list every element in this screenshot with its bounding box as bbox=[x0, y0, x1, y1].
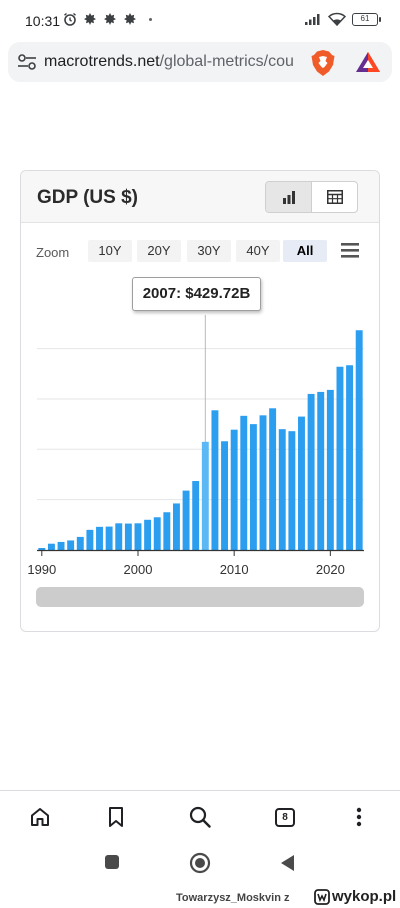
bar-2005[interactable] bbox=[182, 490, 190, 550]
status-notifications bbox=[63, 12, 152, 26]
bar-2022[interactable] bbox=[346, 365, 354, 550]
table-view-button[interactable] bbox=[312, 182, 357, 212]
x-tick-label: 2010 bbox=[220, 562, 249, 577]
view-toggle bbox=[265, 181, 358, 213]
bar-2016[interactable] bbox=[288, 431, 296, 550]
bar-2000[interactable] bbox=[134, 523, 142, 550]
bar-2011[interactable] bbox=[240, 415, 248, 550]
status-system-icons: 61 bbox=[304, 12, 381, 26]
brave-shields-icon[interactable] bbox=[310, 49, 336, 77]
wykop-logo-icon bbox=[314, 888, 330, 905]
wykop-logo: wykop.pl bbox=[314, 888, 396, 905]
bar-2004[interactable] bbox=[172, 503, 180, 550]
chart-title: GDP (US $) bbox=[37, 187, 139, 208]
bar-2007[interactable] bbox=[201, 441, 209, 550]
bar-2017[interactable] bbox=[298, 416, 305, 550]
url-path: /global-metrics/cou bbox=[159, 53, 294, 70]
site-settings-icon[interactable] bbox=[17, 53, 37, 71]
bar-2003[interactable] bbox=[163, 512, 171, 550]
brave-rewards-icon[interactable] bbox=[355, 51, 381, 73]
system-navigation-bar bbox=[0, 842, 400, 886]
watermark-username: Towarzysz_Moskvin z bbox=[176, 892, 290, 904]
bar-2001[interactable] bbox=[144, 519, 152, 550]
notification-icon bbox=[104, 13, 116, 25]
zoom-all-button[interactable]: All bbox=[283, 240, 327, 262]
bar-2020[interactable] bbox=[326, 389, 334, 550]
tabs-icon: 8 bbox=[275, 807, 295, 827]
bookmark-icon bbox=[109, 807, 123, 827]
notification-icon bbox=[84, 13, 96, 25]
watermark-site: wykop.pl bbox=[332, 888, 397, 905]
zoom-label: Zoom bbox=[36, 245, 70, 260]
x-tick-label: 2000 bbox=[124, 562, 153, 577]
more-icon bbox=[356, 807, 362, 827]
home-icon bbox=[31, 808, 49, 826]
status-bar: 10:31 61 bbox=[0, 0, 400, 40]
address-bar[interactable]: macrotrends.net/global-metrics/cou bbox=[8, 42, 392, 82]
bar-chart-icon bbox=[282, 191, 295, 204]
watermark: Towarzysz_Moskvin z wykop.pl bbox=[0, 886, 400, 908]
bar-1998[interactable] bbox=[115, 523, 123, 550]
recents-icon[interactable] bbox=[104, 854, 120, 870]
bar-2012[interactable] bbox=[249, 424, 257, 550]
bar-2023[interactable] bbox=[355, 330, 363, 550]
bar-2019[interactable] bbox=[317, 391, 325, 550]
notification-icon bbox=[124, 13, 136, 25]
bar-2006[interactable] bbox=[192, 481, 200, 550]
tabs-button[interactable]: 8 bbox=[273, 805, 297, 829]
alarm-icon bbox=[64, 12, 76, 26]
bar-1990[interactable] bbox=[38, 547, 46, 550]
status-time: 10:31 bbox=[25, 13, 61, 29]
gdp-bar-chart[interactable]: 1990 2000 2010 2020 bbox=[21, 271, 379, 583]
x-tick-label: 2020 bbox=[316, 562, 345, 577]
battery-icon: 61 bbox=[352, 12, 381, 26]
bar-1994[interactable] bbox=[76, 536, 84, 550]
home-circle-icon[interactable] bbox=[189, 852, 211, 874]
browser-bottom-nav: 8 bbox=[0, 790, 400, 842]
chart-tooltip: 2007: $429.72B bbox=[132, 277, 261, 311]
url-text[interactable]: macrotrends.net/global-metrics/cou bbox=[44, 53, 306, 71]
chart-view-button[interactable] bbox=[266, 182, 312, 212]
bar-2021[interactable] bbox=[336, 366, 344, 550]
bar-2009[interactable] bbox=[221, 441, 229, 550]
table-icon bbox=[327, 190, 343, 204]
bar-1996[interactable] bbox=[96, 526, 103, 550]
more-button[interactable] bbox=[347, 805, 371, 829]
zoom-row: Zoom 10Y 20Y 30Y 40Y All bbox=[21, 239, 379, 263]
bar-1999[interactable] bbox=[124, 523, 132, 550]
home-button[interactable] bbox=[28, 805, 52, 829]
bar-1995[interactable] bbox=[86, 529, 94, 550]
search-button[interactable] bbox=[188, 805, 212, 829]
bar-2002[interactable] bbox=[153, 517, 161, 550]
bar-1993[interactable] bbox=[67, 540, 75, 550]
x-tick-label: 1990 bbox=[27, 562, 56, 577]
chart-menu-icon[interactable] bbox=[341, 243, 359, 258]
zoom-40y-button[interactable]: 40Y bbox=[236, 240, 280, 262]
zoom-20y-button[interactable]: 20Y bbox=[137, 240, 181, 262]
bar-1991[interactable] bbox=[47, 543, 55, 550]
bar-2014[interactable] bbox=[269, 408, 277, 550]
bar-1992[interactable] bbox=[57, 541, 65, 550]
zoom-10y-button[interactable]: 10Y bbox=[88, 240, 132, 262]
url-host: macrotrends.net bbox=[44, 53, 160, 70]
back-icon[interactable] bbox=[279, 854, 295, 872]
gdp-chart-card: GDP (US $) Zoom 10Y 20Y 30Y 40Y All 1990 2000… bbox=[20, 170, 380, 632]
bar-2018[interactable] bbox=[307, 393, 315, 550]
wifi-icon bbox=[328, 12, 346, 26]
bar-2010[interactable] bbox=[230, 429, 238, 550]
card-header: GDP (US $) bbox=[21, 171, 379, 223]
status-more-dot bbox=[149, 17, 152, 21]
signal-icon bbox=[305, 14, 320, 25]
bar-2008[interactable] bbox=[211, 410, 219, 550]
search-icon bbox=[189, 806, 211, 828]
zoom-30y-button[interactable]: 30Y bbox=[187, 240, 231, 262]
chart-range-scrollbar[interactable] bbox=[36, 587, 364, 607]
bar-2015[interactable] bbox=[278, 429, 286, 550]
bar-2013[interactable] bbox=[259, 415, 267, 550]
bookmarks-button[interactable] bbox=[104, 805, 128, 829]
bar-1997[interactable] bbox=[105, 526, 113, 550]
